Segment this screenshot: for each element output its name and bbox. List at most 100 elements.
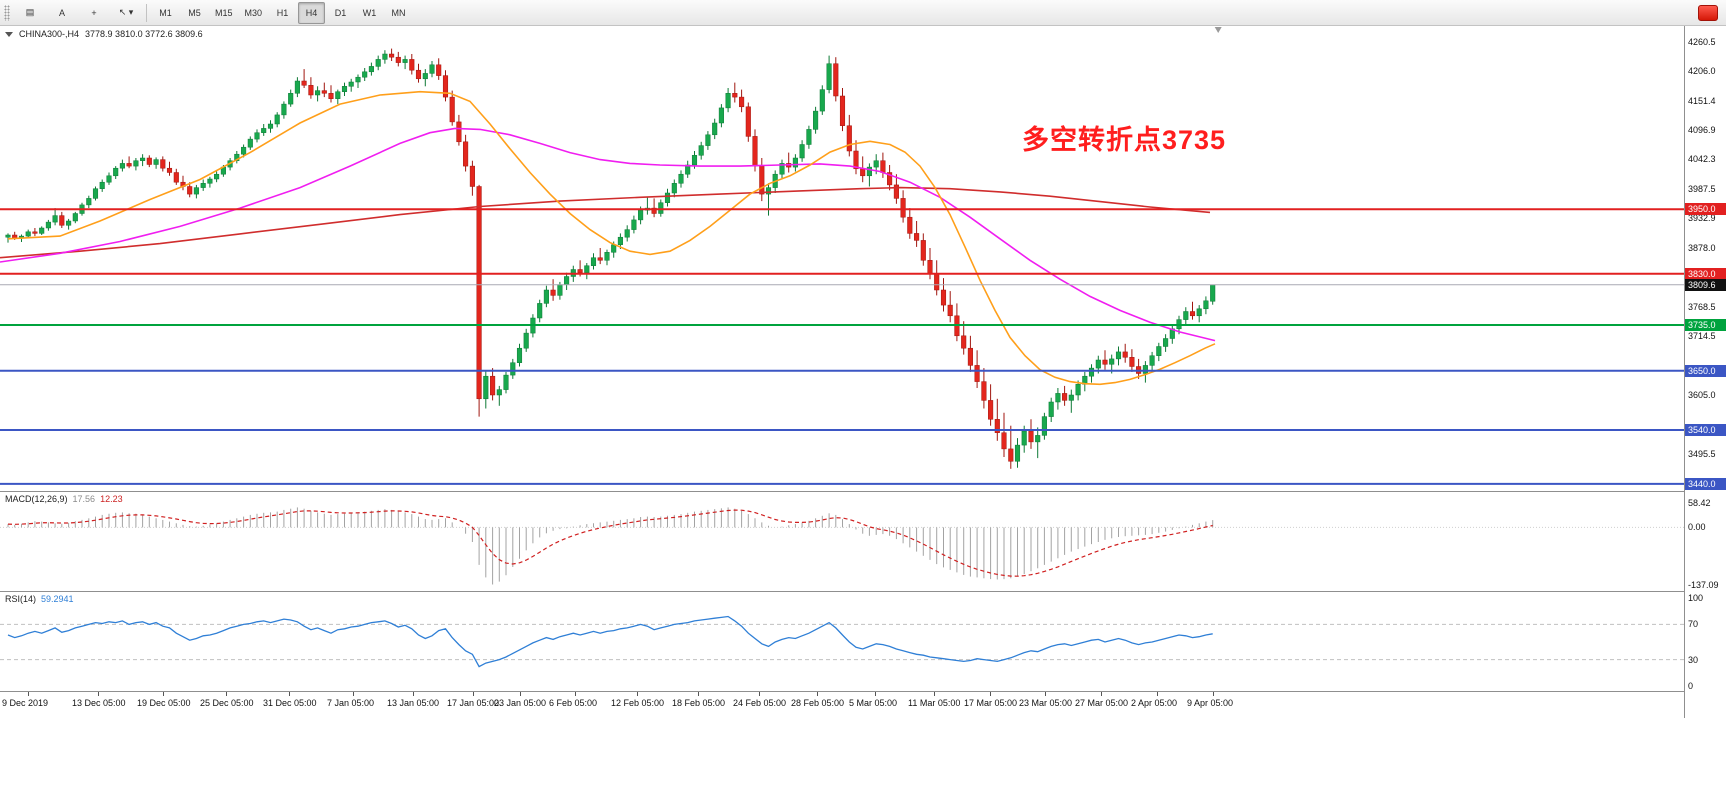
time-label: 24 Feb 05:00 xyxy=(733,698,787,708)
time-tick xyxy=(1157,692,1158,696)
candles xyxy=(5,48,1216,469)
macd-signal-line xyxy=(7,509,1213,577)
rsi-label: RSI(14) 59.2941 xyxy=(5,594,74,604)
time-tick xyxy=(28,692,29,696)
chart-title: CHINA300-,H4 3778.9 3810.0 3772.6 3809.6 xyxy=(5,29,203,39)
level-price-badge: 3830.0 xyxy=(1685,267,1726,280)
macd-value: 17.56 xyxy=(72,494,96,504)
current-price-badge: 3809.6 xyxy=(1685,278,1726,291)
time-tick xyxy=(990,692,991,696)
timeframe-w1[interactable]: W1 xyxy=(362,7,377,18)
rsi-axis-label: 100 xyxy=(1688,593,1704,603)
time-label: 12 Feb 05:00 xyxy=(611,698,665,708)
price-tick-label: 3932.9 xyxy=(1688,213,1716,224)
chart-expand-icon[interactable] xyxy=(5,31,13,37)
timeframe-m15[interactable]: M15 xyxy=(215,7,233,18)
time-tick xyxy=(698,692,699,696)
timeframe-h1[interactable]: H1 xyxy=(276,7,289,18)
price-pane[interactable]: CHINA300-,H4 3778.9 3810.0 3772.6 3809.6… xyxy=(0,26,1684,492)
time-label: 17 Mar 05:00 xyxy=(964,698,1018,708)
chart-shift-marker[interactable] xyxy=(1214,27,1222,33)
price-tick-label: 4151.4 xyxy=(1688,95,1716,106)
time-label: 17 Jan 05:00 xyxy=(447,698,500,708)
timeframe-d1[interactable]: D1 xyxy=(334,7,347,18)
price-tick-label: 3768.5 xyxy=(1688,301,1716,312)
macd-axis-label: 58.42 xyxy=(1688,498,1711,509)
time-tick xyxy=(934,692,935,696)
plot-column: CHINA300-,H4 3778.9 3810.0 3772.6 3809.6… xyxy=(0,26,1684,718)
price-axis[interactable]: 4260.5 4206.0 4151.4 4096.9 4042.3 3987.5 3932… xyxy=(1684,26,1726,718)
community-icon[interactable] xyxy=(1698,4,1718,21)
cursor-tool-icon[interactable]: ↖ ▾ xyxy=(118,7,134,17)
time-tick xyxy=(759,692,760,696)
time-label: 31 Dec 05:00 xyxy=(263,698,317,708)
macd-signal-value: 12.23 xyxy=(100,494,123,504)
price-tick-label: 4042.3 xyxy=(1688,154,1716,165)
rsi-value: 59.2941 xyxy=(41,594,74,604)
toolbar-grip[interactable] xyxy=(4,4,10,21)
price-chart-canvas[interactable] xyxy=(0,26,1684,491)
macd-canvas[interactable] xyxy=(0,492,1684,591)
time-label: 9 Apr 05:00 xyxy=(1187,698,1234,708)
time-tick xyxy=(226,692,227,696)
macd-pane[interactable]: MACD(12,26,9) 17.56 12.23 xyxy=(0,492,1684,592)
rsi-axis-label: 30 xyxy=(1688,654,1699,665)
macd-axis-label: 0.00 xyxy=(1688,522,1706,533)
level-price-badge: 3540.0 xyxy=(1685,424,1726,436)
timeframe-m5[interactable]: M5 xyxy=(188,7,201,18)
time-tick xyxy=(875,692,876,696)
price-tick-label: 4206.0 xyxy=(1688,66,1716,77)
time-label: 5 Mar 05:00 xyxy=(849,698,898,708)
level-price-badge: 3735.0 xyxy=(1685,319,1726,331)
window-bottom-space xyxy=(0,718,1726,790)
timeframe-h4[interactable]: H4 xyxy=(298,1,326,24)
time-tick xyxy=(817,692,818,696)
crosshair-tool-icon[interactable]: + xyxy=(91,7,97,18)
toolbar-separator xyxy=(146,3,147,22)
time-tick xyxy=(163,692,164,696)
annotation-text[interactable]: 多空转折点3735 xyxy=(1022,125,1227,155)
price-tick-label: 3878.0 xyxy=(1688,243,1716,253)
time-label: 13 Dec 05:00 xyxy=(72,698,126,708)
time-label: 27 Mar 05:00 xyxy=(1075,698,1129,708)
timeframe-mn[interactable]: MN xyxy=(391,7,406,18)
rsi-axis-label: 0 xyxy=(1688,681,1694,691)
time-tick xyxy=(413,692,414,696)
time-label: 13 Jan 05:00 xyxy=(387,698,440,708)
time-label: 18 Feb 05:00 xyxy=(672,698,726,708)
text-tool-icon[interactable]: A xyxy=(58,7,65,18)
time-axis[interactable]: 9 Dec 2019 13 Dec 05:00 19 Dec 05:00 25 Dec… xyxy=(0,692,1684,718)
time-label: 2 Apr 05:00 xyxy=(1131,698,1178,708)
time-label: 23 Jan 05:00 xyxy=(494,698,547,708)
price-tick-label: 3605.0 xyxy=(1688,390,1716,400)
ma-slow-line xyxy=(0,186,1211,259)
symbol-timeframe-label: CHINA300-,H4 xyxy=(19,29,80,39)
drawing-tools-group: ▤ A + ↖ ▾ xyxy=(14,2,142,24)
timeframe-m30[interactable]: M30 xyxy=(244,7,263,18)
rsi-name: RSI(14) xyxy=(5,594,37,604)
timeframe-m1[interactable]: M1 xyxy=(159,7,172,18)
horizontal-level-lines[interactable] xyxy=(0,208,1684,485)
macd-label: MACD(12,26,9) 17.56 12.23 xyxy=(5,494,123,504)
chart-window: CHINA300-,H4 3778.9 3810.0 3772.6 3809.6… xyxy=(0,26,1726,718)
time-label: 23 Mar 05:00 xyxy=(1019,698,1073,708)
level-price-badge: 3440.0 xyxy=(1685,477,1726,490)
price-tick-label: 4096.9 xyxy=(1688,125,1716,135)
time-tick xyxy=(289,692,290,696)
price-tick-label: 3495.5 xyxy=(1688,449,1716,459)
level-price-badge: 3650.0 xyxy=(1685,364,1726,377)
time-label: 25 Dec 05:00 xyxy=(200,698,254,708)
time-tick xyxy=(98,692,99,696)
time-label: 7 Jan 05:00 xyxy=(327,698,375,708)
rsi-pane[interactable]: RSI(14) 59.2941 xyxy=(0,592,1684,692)
time-tick xyxy=(1213,692,1214,696)
time-tick xyxy=(353,692,354,696)
charts-grid-icon[interactable]: ▤ xyxy=(25,7,35,17)
ma-mid-line xyxy=(0,127,1216,342)
rsi-canvas[interactable] xyxy=(0,592,1684,691)
price-tick-label: 4260.5 xyxy=(1688,36,1716,47)
time-tick xyxy=(473,692,474,696)
time-tick xyxy=(575,692,576,696)
time-tick xyxy=(1045,692,1046,696)
